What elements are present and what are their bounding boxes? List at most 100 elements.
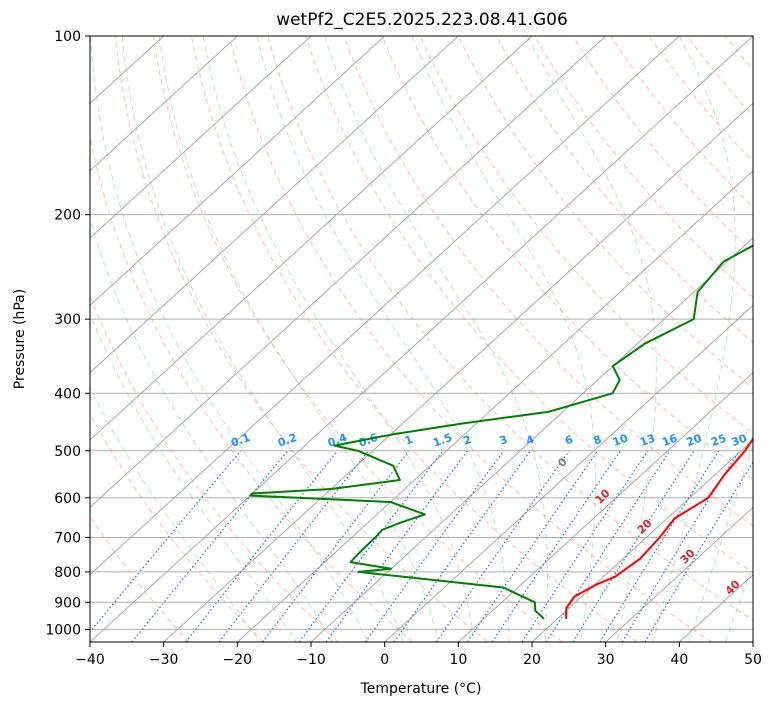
x-tick-label: 40 bbox=[670, 652, 688, 668]
moist-adiabat-line bbox=[90, 386, 261, 642]
mixing-ratio-label: 0.4 bbox=[326, 431, 349, 450]
mixing-ratio-label: 10 bbox=[611, 431, 630, 449]
x-tick-label: −40 bbox=[75, 652, 105, 668]
dry-adiabat-line bbox=[572, 36, 753, 253]
y-axis-label: Pressure (hPa) bbox=[12, 289, 28, 389]
y-tick-label: 300 bbox=[54, 312, 81, 328]
mixing-ratio-line bbox=[545, 450, 671, 642]
x-axis-label: Temperature (°C) bbox=[360, 681, 482, 697]
moist-adiabat-line bbox=[527, 36, 657, 642]
moist-adiabats bbox=[90, 36, 753, 642]
y-tick-label: 100 bbox=[54, 29, 81, 45]
isotherm-line bbox=[90, 36, 680, 576]
x-axis: −40 −30 −20 −10 0 10 20 30 40 50 bbox=[75, 642, 762, 668]
mixing-ratio-label: 13 bbox=[638, 432, 657, 449]
chart-title: wetPf2_C2E5.2025.223.08.41.G06 bbox=[276, 10, 568, 30]
moist-adiabat-line bbox=[90, 216, 333, 642]
mixing-ratio-label: 0.6 bbox=[357, 431, 380, 450]
dry-adiabat-line bbox=[763, 36, 775, 642]
profile-line bbox=[565, 437, 753, 619]
dry-adiabat-line bbox=[90, 412, 264, 642]
dry-adiabat-line bbox=[152, 36, 563, 642]
y-tick-label: 500 bbox=[54, 444, 81, 460]
x-tick-label: −20 bbox=[223, 652, 253, 668]
moist-adiabat-line bbox=[688, 443, 753, 642]
mixing-ratio-label: 3 bbox=[498, 433, 510, 448]
isotherm-line bbox=[605, 506, 753, 642]
x-tick-label: 10 bbox=[449, 652, 467, 668]
mixing-ratio-label: 1.5 bbox=[431, 431, 454, 450]
moist-adiabat-line bbox=[90, 312, 297, 642]
moist-adiabat-line bbox=[652, 36, 736, 642]
mixing-ratio-label: 20 bbox=[685, 431, 704, 449]
moist-adiabat-line bbox=[158, 36, 439, 642]
dry-adiabat-line bbox=[190, 36, 638, 642]
dry-adiabat-line bbox=[90, 515, 190, 642]
mixing-ratio-label: 25 bbox=[709, 432, 728, 449]
dry-adiabat-line bbox=[229, 36, 712, 642]
mixing-ratio-line bbox=[218, 450, 369, 642]
mixing-ratio-lines bbox=[90, 450, 753, 642]
mixing-ratio-label: 2 bbox=[462, 433, 474, 448]
isotherm-line bbox=[531, 439, 753, 642]
mixing-ratio-line bbox=[262, 450, 410, 642]
dry-adiabat-line bbox=[267, 36, 753, 622]
moist-adiabat-line bbox=[90, 36, 369, 642]
dry-adiabat-line bbox=[495, 36, 753, 344]
mixing-ratio-line bbox=[466, 450, 599, 642]
mixing-ratio-line bbox=[572, 450, 695, 642]
isotherm-line bbox=[90, 36, 459, 374]
x-tick-label: 0 bbox=[380, 652, 389, 668]
mixing-ratio-line bbox=[131, 450, 289, 642]
isotherm-line bbox=[457, 371, 753, 642]
mixing-ratio-line bbox=[325, 450, 468, 642]
mixing-ratio-line bbox=[435, 450, 570, 642]
mixing-ratio-label: 1 bbox=[403, 433, 415, 448]
dry-adiabat-line bbox=[90, 294, 339, 642]
moist-adiabat-label: 30 bbox=[678, 546, 698, 566]
isotherm-line bbox=[90, 36, 607, 509]
mixing-ratio-line bbox=[621, 450, 740, 642]
mixing-ratio-line bbox=[599, 450, 720, 642]
mixing-ratio-label: 30 bbox=[730, 431, 749, 449]
mixing-ratio-label: 0.1 bbox=[229, 431, 252, 450]
moist-adiabat-line bbox=[411, 36, 596, 642]
isotherm-label: -100 bbox=[761, 57, 775, 86]
isotherm-line bbox=[90, 36, 386, 307]
x-tick-label: −30 bbox=[149, 652, 179, 668]
profile-line bbox=[249, 244, 753, 620]
mixing-ratio-label: 8 bbox=[592, 433, 604, 448]
mixing-ratio-label: 16 bbox=[660, 431, 679, 449]
mixing-ratio-line bbox=[393, 450, 531, 642]
mixing-ratio-label: 4 bbox=[524, 433, 536, 448]
isotherm-line bbox=[90, 36, 238, 172]
isotherm-line bbox=[90, 36, 533, 441]
isotherm-line bbox=[236, 169, 753, 642]
dry-adiabat-line bbox=[305, 36, 753, 574]
y-tick-label: 700 bbox=[54, 531, 81, 547]
y-tick-label: 600 bbox=[54, 491, 81, 507]
isotherm-grid bbox=[90, 36, 753, 642]
x-tick-label: 50 bbox=[744, 652, 762, 668]
y-tick-label: 900 bbox=[54, 595, 81, 611]
dry-adiabat-line bbox=[343, 36, 753, 527]
isopleth-labels: -100-90-80-70-60-50-40-30-20-100.10.20.4… bbox=[229, 57, 775, 598]
moist-adiabat-line bbox=[324, 36, 549, 642]
isotherm-line bbox=[310, 237, 753, 642]
isotherm-line bbox=[90, 36, 312, 239]
y-tick-label: 800 bbox=[54, 565, 81, 581]
y-tick-label: 200 bbox=[54, 208, 81, 224]
moist-adiabat-label: 40 bbox=[723, 577, 743, 597]
mixing-ratio-line bbox=[298, 450, 444, 642]
isotherm-line bbox=[752, 641, 753, 642]
dry-adiabat-line bbox=[686, 36, 753, 117]
dry-adiabat-line bbox=[457, 36, 753, 389]
mixing-ratio-line bbox=[491, 450, 621, 642]
moist-adiabat-label: 20 bbox=[635, 516, 655, 536]
y-axis: 100 200 300 400 500 600 700 800 900 1000 bbox=[45, 29, 90, 638]
x-tick-label: 30 bbox=[597, 652, 615, 668]
x-tick-label: −10 bbox=[296, 652, 326, 668]
dry-adiabats bbox=[90, 36, 775, 642]
y-tick-label: 400 bbox=[54, 386, 81, 402]
